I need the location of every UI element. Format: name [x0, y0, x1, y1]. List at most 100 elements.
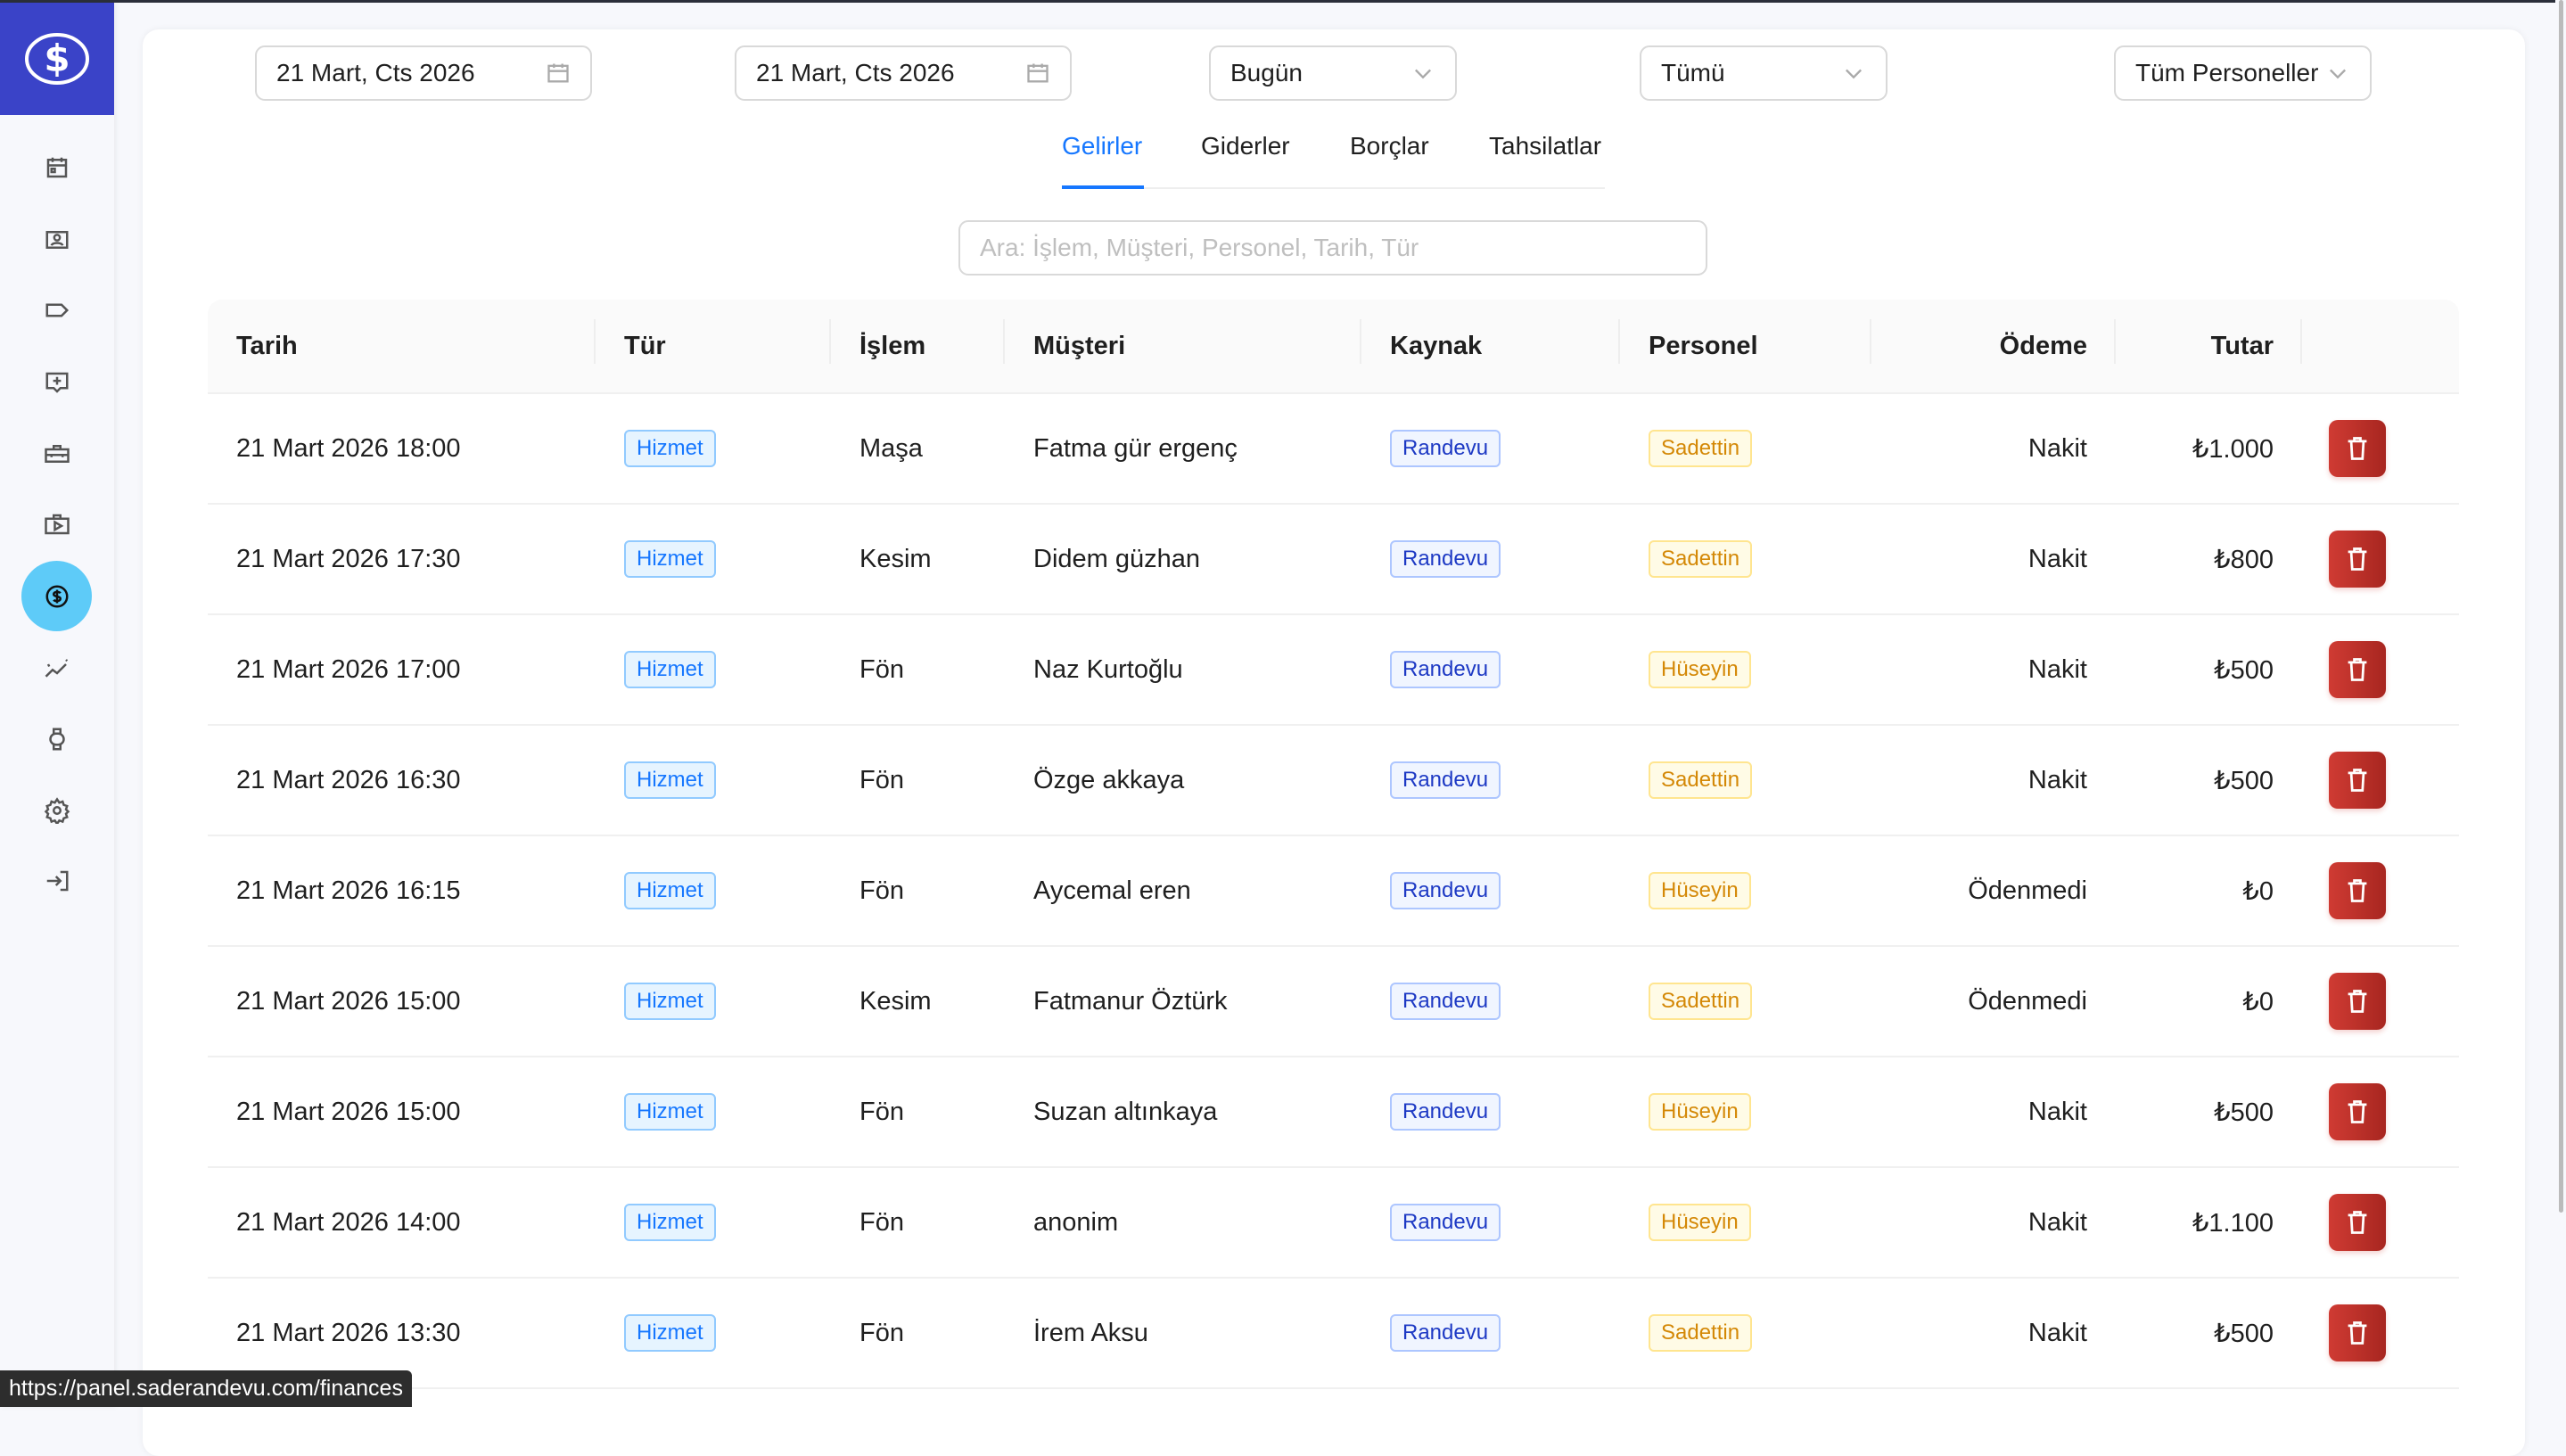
trash-icon	[2348, 658, 2367, 681]
table-row[interactable]: 21 Mart 2026 15:00 Hizmet Fön Suzan altınka…	[208, 1057, 2459, 1168]
cell-source: Randevu	[1361, 1314, 1620, 1352]
cell-amount: ₺800	[2214, 545, 2274, 574]
cell-customer: anonim	[1033, 1207, 1119, 1237]
trash-icon	[2348, 1211, 2367, 1234]
source-badge: Randevu	[1390, 872, 1501, 909]
cell-payment: Nakit	[2027, 654, 2087, 684]
source-badge: Randevu	[1390, 1204, 1501, 1241]
cell-actions	[2302, 420, 2459, 477]
delete-button[interactable]	[2329, 862, 2386, 919]
header-kaynak[interactable]: Kaynak	[1361, 318, 1620, 364]
header-tutar[interactable]: Tutar	[2116, 318, 2302, 364]
cell-source: Randevu	[1361, 1093, 1620, 1131]
tab-giderler[interactable]: Giderler	[1201, 132, 1290, 160]
sidebar-item-finance[interactable]	[21, 561, 92, 631]
staff-select[interactable]: Tüm Personeller	[2114, 45, 2372, 101]
cell-amount: ₺1.000	[2192, 434, 2274, 464]
cell-customer: Naz Kurtoğlu	[1033, 654, 1183, 684]
header-tur[interactable]: Tür	[596, 318, 831, 364]
sidebar-item-contact-card[interactable]	[21, 204, 92, 275]
header-personel[interactable]: Personel	[1620, 318, 1871, 364]
finance-icon	[45, 585, 68, 607]
start-date-picker[interactable]: 21 Mart, Cts 2026	[255, 45, 592, 101]
cell-date: 21 Mart 2026 13:30	[236, 1318, 461, 1347]
cell-staff: Hüseyin	[1620, 872, 1871, 909]
sidebar-item-analytics[interactable]	[21, 633, 92, 703]
cell-operation: Kesim	[859, 986, 932, 1016]
table-row[interactable]: 21 Mart 2026 15:00 Hizmet Kesim Fatmanur Öz…	[208, 947, 2459, 1057]
header-islem[interactable]: İşlem	[831, 318, 1005, 364]
scrollbar[interactable]	[2555, 0, 2566, 1407]
delete-button[interactable]	[2329, 752, 2386, 809]
cell-actions	[2302, 1083, 2459, 1140]
table-row[interactable]: 21 Mart 2026 17:00 Hizmet Fön Naz Kurtoğlu R…	[208, 615, 2459, 726]
sidebar-item-tag[interactable]	[21, 275, 92, 345]
cell-actions	[2302, 973, 2459, 1030]
header-musteri[interactable]: Müşteri	[1005, 318, 1361, 364]
income-table: Tarih Tür İşlem Müşteri Kaynak Personel …	[208, 300, 2459, 1389]
cell-payment: Nakit	[2027, 1097, 2087, 1126]
sidebar-item-toolbox[interactable]	[21, 418, 92, 489]
delete-button[interactable]	[2329, 973, 2386, 1030]
delete-button[interactable]	[2329, 420, 2386, 477]
header-odeme[interactable]: Ödeme	[1871, 318, 2116, 364]
scrollbar-thumb[interactable]	[2559, 0, 2563, 1213]
header-tarih[interactable]: Tarih	[208, 318, 596, 364]
cell-payment: Nakit	[2027, 544, 2087, 573]
type-badge: Hizmet	[624, 761, 716, 799]
cell-payment: Ödenmedi	[1968, 876, 2087, 905]
sidebar-item-gear[interactable]	[21, 775, 92, 845]
media-case-icon	[44, 514, 70, 534]
cell-type: Hizmet	[596, 872, 831, 909]
delete-button[interactable]	[2329, 1304, 2386, 1361]
sidebar-item-calendar[interactable]	[21, 132, 92, 202]
cell-actions	[2302, 752, 2459, 809]
delete-button[interactable]	[2329, 531, 2386, 588]
gear-icon	[44, 796, 70, 824]
delete-button[interactable]	[2329, 641, 2386, 698]
tab-gelirler[interactable]: Gelirler	[1062, 132, 1143, 160]
cell-payment: Nakit	[2027, 433, 2087, 463]
cell-date: 21 Mart 2026 18:00	[236, 433, 461, 463]
sidebar-item-watch[interactable]	[21, 703, 92, 774]
cell-actions	[2302, 1194, 2459, 1251]
tab-tahsilatlar[interactable]: Tahsilatlar	[1489, 132, 1602, 160]
sidebar-item-logout[interactable]	[21, 845, 92, 916]
table-row[interactable]: 21 Mart 2026 13:30 Hizmet Fön İrem Aksu Rand…	[208, 1279, 2459, 1389]
cell-date: 21 Mart 2026 15:00	[236, 1097, 461, 1126]
type-select[interactable]: Tümü	[1640, 45, 1887, 101]
table-row[interactable]: 21 Mart 2026 16:15 Hizmet Fön Aycemal eren R…	[208, 836, 2459, 947]
tab-borclar[interactable]: Borçlar	[1350, 132, 1429, 160]
cell-staff: Hüseyin	[1620, 1204, 1871, 1241]
period-select[interactable]: Bugün	[1209, 45, 1457, 101]
type-badge: Hizmet	[624, 872, 716, 909]
delete-button[interactable]	[2329, 1083, 2386, 1140]
cell-customer: Didem güzhan	[1033, 544, 1200, 573]
sidebar-item-add-comment[interactable]	[21, 347, 92, 417]
cell-date: 21 Mart 2026 16:15	[236, 876, 461, 905]
delete-button[interactable]	[2329, 1194, 2386, 1251]
logo[interactable]: $	[0, 3, 114, 115]
search-input[interactable]	[958, 220, 1707, 276]
table-row[interactable]: 21 Mart 2026 17:30 Hizmet Kesim Didem güzha…	[208, 505, 2459, 615]
logout-icon	[46, 870, 68, 891]
table-row[interactable]: 21 Mart 2026 14:00 Hizmet Fön anonim Randevu…	[208, 1168, 2459, 1279]
cell-source: Randevu	[1361, 1204, 1620, 1241]
trash-icon	[2348, 1321, 2367, 1345]
cell-source: Randevu	[1361, 872, 1620, 909]
cell-operation: Fön	[859, 1097, 904, 1126]
staff-badge: Sadettin	[1649, 1314, 1753, 1352]
cell-staff: Sadettin	[1620, 540, 1871, 578]
chevron-down-icon	[1846, 69, 1862, 79]
end-date-picker[interactable]: 21 Mart, Cts 2026	[735, 45, 1072, 101]
table-row[interactable]: 21 Mart 2026 16:30 Hizmet Fön Özge akkaya Ra…	[208, 726, 2459, 836]
trash-icon	[2348, 990, 2367, 1013]
cell-amount: ₺0	[2242, 987, 2274, 1016]
cell-type: Hizmet	[596, 983, 831, 1020]
sidebar-item-media-case[interactable]	[21, 489, 92, 559]
cell-amount: ₺500	[2214, 655, 2274, 685]
period-value: Bugün	[1230, 59, 1303, 86]
staff-badge: Hüseyin	[1649, 1093, 1751, 1131]
source-badge: Randevu	[1390, 1314, 1501, 1352]
table-row[interactable]: 21 Mart 2026 18:00 Hizmet Maşa Fatma gür er…	[208, 394, 2459, 505]
